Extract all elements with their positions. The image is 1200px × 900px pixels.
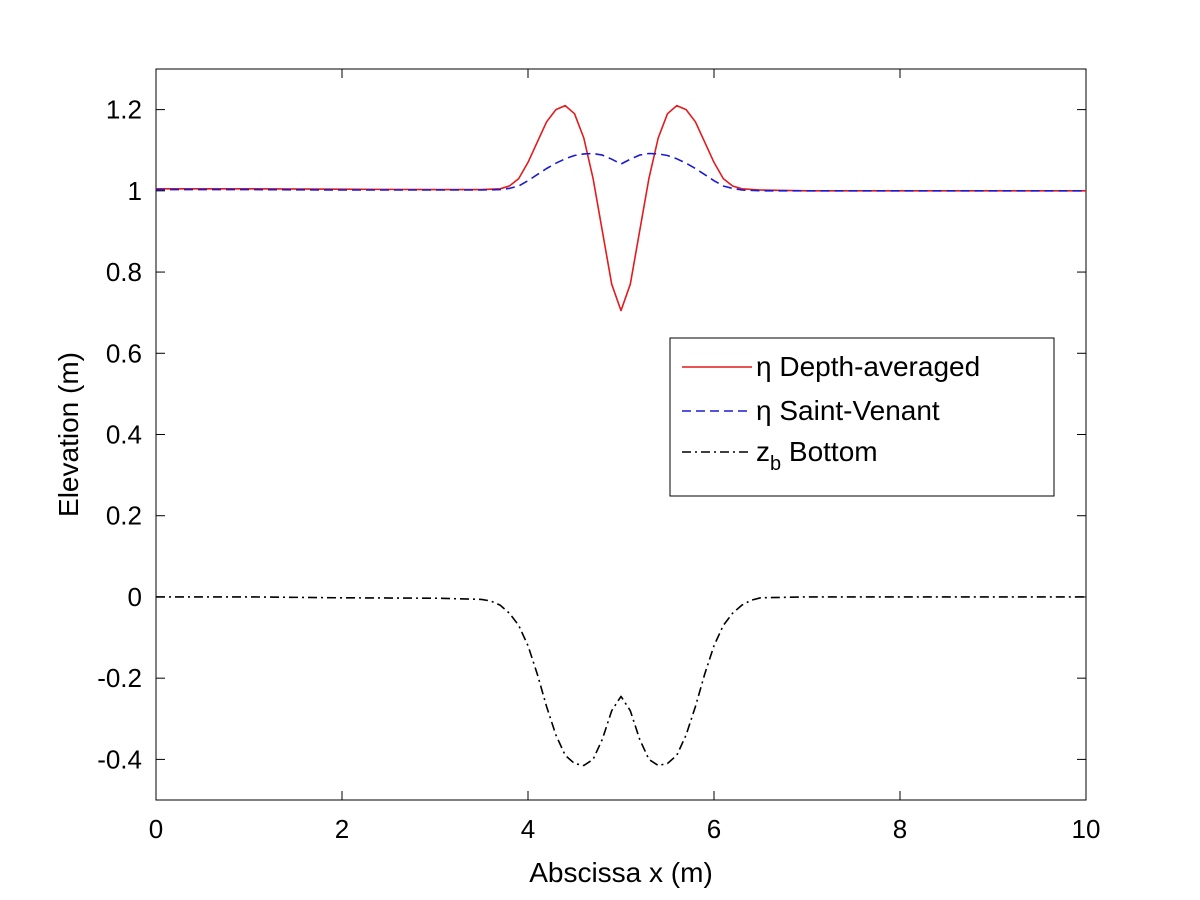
x-tick-label: 4 (521, 814, 535, 844)
x-axis-title: Abscissa x (m) (529, 857, 713, 888)
x-tick-label: 0 (149, 814, 163, 844)
y-tick-label: 1.2 (106, 95, 142, 125)
x-tick-label: 2 (335, 814, 349, 844)
y-tick-label: 1 (128, 176, 142, 206)
x-tick-label: 6 (707, 814, 721, 844)
legend-entry-saint-venant-label: η Saint-Venant (756, 395, 940, 426)
y-axis-title: Elevation (m) (53, 352, 84, 517)
legend-symbol: η (756, 351, 772, 382)
legend-text: Depth-averaged (772, 351, 981, 382)
legend-box (669, 337, 1055, 497)
legend-symbol: η (756, 395, 772, 426)
legend-symbol: z (756, 436, 770, 467)
legend-text: Bottom (781, 436, 877, 467)
legend-subscript: b (770, 453, 781, 475)
y-tick-label: 0 (128, 582, 142, 612)
y-tick-label: 0.4 (106, 420, 142, 450)
legend-entry-depth-averaged-label: η Depth-averaged (756, 351, 980, 382)
y-tick-label: -0.4 (97, 744, 142, 774)
series-depth-averaged-line (156, 104, 1086, 312)
y-tick-label: -0.2 (97, 663, 142, 693)
legend-text: Saint-Venant (772, 395, 940, 426)
x-tick-label: 10 (1072, 814, 1101, 844)
series-bottom-line (156, 596, 1086, 767)
y-tick-label: 0.2 (106, 501, 142, 531)
y-tick-label: 0.8 (106, 257, 142, 287)
x-tick-label: 8 (893, 814, 907, 844)
axis-ticks (155, 69, 1087, 800)
y-tick-label: 0.6 (106, 338, 142, 368)
series-saint-venant-line (156, 152, 1086, 192)
series-lines (156, 104, 1086, 767)
legend-entry-bottom-label: zb Bottom (756, 436, 878, 475)
tick-labels: 0 2 4 6 8 10 -0.4 -0.2 0 0.2 0.4 0.6 0.8 1 1.2 (97, 95, 1100, 844)
